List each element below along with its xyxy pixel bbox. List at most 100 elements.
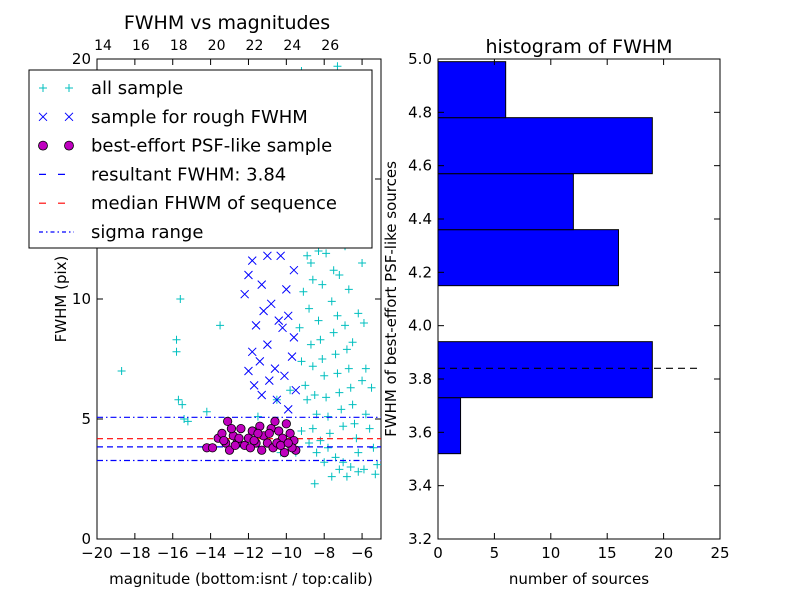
point-s1-26 (244, 366, 253, 376)
scatter-ylabel: FWHM (pix) (52, 256, 70, 343)
point-s0-67 (344, 364, 353, 373)
hist-xtick-label-1: 5 (490, 544, 500, 562)
point-s2-33 (264, 428, 274, 438)
scatter-top-tick-label-4: 22 (246, 38, 264, 54)
point-s0-75 (365, 424, 374, 433)
point-s0-19 (306, 259, 315, 267)
point-s0-35 (354, 309, 363, 318)
point-s1-17 (247, 347, 257, 357)
legend-label-2: best-effort PSF-like sample (91, 136, 332, 157)
legend-label-4: median FHWM of sequence (91, 193, 337, 214)
point-s1-18 (255, 357, 265, 366)
point-s0-1 (176, 295, 185, 303)
point-s0-66 (342, 345, 351, 354)
point-s0-91 (342, 472, 351, 481)
histogram-marks (437, 61, 698, 455)
point-s0-56 (323, 412, 332, 421)
histogram-axes: 0 5 10 15 20 25 3.2 3.4 3.6 3.8 4.0 4.2 4.4 4.6 4.8 5.0 (408, 50, 729, 562)
point-s1-22 (283, 311, 293, 321)
hist-ytick-label-6: 4.4 (408, 210, 432, 228)
scatter-title: FWHM vs magnitudes (124, 12, 330, 34)
hist-xtick-label-2: 10 (541, 544, 560, 562)
scatter-ytick-label-1: 5 (81, 410, 91, 428)
legend-marker-a-1 (38, 112, 48, 122)
point-s0-65 (341, 321, 350, 330)
point-s1-35 (289, 333, 299, 342)
scatter-ytick-label-0: 0 (81, 530, 91, 548)
point-s0-2 (172, 335, 181, 344)
legend-label-1: sample for rough FWHM (91, 107, 308, 128)
point-s1-20 (270, 364, 280, 373)
legend-item-3: resultant FWHM: 3.84 (39, 164, 286, 185)
point-s1-19 (263, 340, 272, 349)
hist-ytick-label-8: 4.8 (408, 103, 432, 121)
scatter-top-tick-label-2: 18 (170, 38, 188, 54)
point-s1-4 (244, 270, 253, 280)
point-s0-57 (325, 429, 334, 438)
point-s0-9 (202, 407, 211, 416)
point-s2-31 (226, 423, 237, 434)
point-s0-53 (318, 355, 327, 363)
point-s0-94 (303, 251, 312, 260)
point-s0-96 (333, 311, 342, 320)
point-s0-8 (216, 321, 225, 330)
legend-item-2: best-effort PSF-like sample (38, 136, 332, 157)
point-s1-16 (240, 289, 250, 299)
point-s2-27 (257, 445, 267, 455)
point-s0-74 (361, 410, 370, 419)
point-s0-107 (371, 470, 380, 479)
point-s1-31 (280, 371, 289, 381)
point-s0-111 (358, 259, 367, 267)
point-s0-63 (337, 405, 346, 414)
scatter-top-tick-label-0: 14 (94, 38, 112, 54)
point-s2-26 (245, 443, 255, 453)
point-s0-90 (297, 427, 306, 435)
hist-ytick-label-0: 3.2 (408, 530, 432, 548)
point-s0-30 (333, 62, 342, 71)
point-s0-51 (314, 316, 323, 325)
point-s2-29 (279, 447, 290, 458)
hist-ytick-label-1: 3.4 (408, 477, 432, 495)
point-s2-24 (223, 416, 233, 426)
point-s0-7 (183, 417, 192, 426)
point-s1-34 (283, 405, 293, 414)
point-s0-48 (308, 362, 317, 371)
point-s1-28 (257, 390, 267, 400)
point-s1-3 (247, 256, 257, 265)
point-s1-13 (266, 299, 276, 309)
legend-marker-a-0 (39, 84, 47, 92)
point-s0-87 (320, 458, 329, 467)
legend-label-5: sigma range (91, 222, 203, 243)
point-s0-47 (306, 340, 315, 349)
point-s0-3 (172, 347, 181, 356)
point-s0-76 (369, 443, 378, 452)
histogram-ylabel: FWHM of best-effort PSF-like sources (382, 161, 400, 437)
point-s0-26 (322, 249, 331, 258)
point-s1-6 (263, 251, 272, 261)
point-s0-58 (327, 297, 336, 306)
point-s2-20 (281, 419, 291, 429)
scatter-marks (97, 62, 381, 488)
point-s0-68 (346, 383, 355, 392)
point-s2-21 (285, 428, 295, 438)
histogram-title: histogram of FWHM (485, 36, 672, 58)
point-s0-106 (367, 383, 376, 392)
point-s0-60 (331, 350, 340, 359)
point-s0-21 (308, 275, 317, 284)
point-s0-13 (286, 386, 295, 395)
scatter-xtick-label-5: −10 (271, 544, 303, 562)
scatter-top-tick-label-6: 26 (321, 38, 339, 54)
histogram-bar-5 (437, 117, 653, 175)
series-2 (202, 416, 301, 458)
histogram-bar-3 (437, 229, 619, 287)
scatter-xtick-label-6: −8 (313, 544, 335, 562)
point-s0-59 (329, 328, 338, 337)
legend-item-4: median FHWM of sequence (39, 193, 337, 214)
point-s0-82 (339, 458, 348, 467)
point-s2-38 (230, 440, 240, 450)
histogram-bar-1 (437, 341, 653, 399)
point-s0-73 (358, 376, 367, 385)
point-s0-41 (299, 287, 308, 296)
point-s0-83 (346, 463, 355, 471)
point-s2-37 (219, 435, 229, 446)
